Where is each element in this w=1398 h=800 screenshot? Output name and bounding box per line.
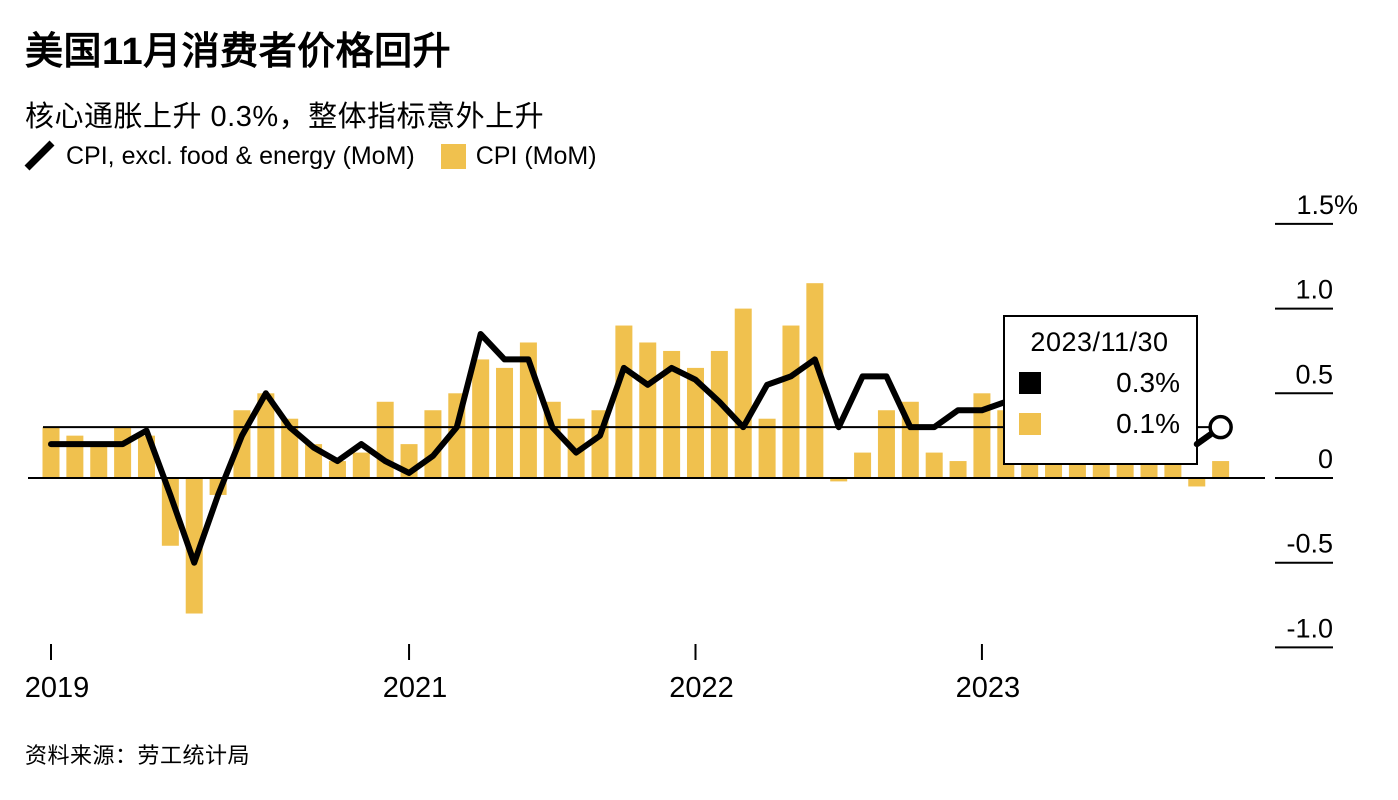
cpi-bar[interactable] <box>925 452 943 478</box>
cpi-bar[interactable] <box>877 410 895 478</box>
y-axis-label: -0.5 <box>1286 529 1333 559</box>
cpi-bar[interactable] <box>734 308 752 478</box>
line-series-icon <box>24 140 55 171</box>
legend-label-cpi: CPI (MoM) <box>475 141 597 170</box>
y-axis-label: 1.0 <box>1295 275 1333 305</box>
legend-label-core-cpi: CPI, excl. food & energy (MoM) <box>66 141 415 170</box>
cpi-bar[interactable] <box>663 350 681 478</box>
chart-header: 美国11月消费者价格回升 核心通胀上升 0.3%，整体指标意外上升 <box>25 0 544 135</box>
chart-legend: CPI, excl. food & energy (MoM) CPI (MoM) <box>24 140 597 172</box>
page-title: 美国11月消费者价格回升 <box>25 31 452 73</box>
bar-series-swatch-icon <box>440 143 466 169</box>
cpi-bar[interactable] <box>114 427 132 478</box>
source-note: 资料来源：劳工统计局 <box>25 743 251 768</box>
tooltip-bar-swatch-icon <box>1019 413 1041 435</box>
cpi-bar[interactable] <box>639 342 657 478</box>
cpi-bar[interactable] <box>686 367 704 478</box>
tooltip-date: 2023/11/30 <box>1030 327 1169 357</box>
legend-item-core-cpi: CPI, excl. food & energy (MoM) <box>24 140 415 172</box>
cpi-bar[interactable] <box>782 325 800 478</box>
cpi-bar[interactable] <box>973 393 991 478</box>
y-axis-label: 1.5% <box>1296 190 1358 220</box>
cpi-bar[interactable] <box>161 478 179 546</box>
tooltip-row-cpi: 0.1% <box>1019 408 1180 440</box>
y-axis-label: 0.5 <box>1295 359 1333 389</box>
cpi-bar[interactable] <box>90 444 108 478</box>
cpi-bar[interactable] <box>949 461 967 478</box>
cpi-bar[interactable] <box>1021 461 1039 478</box>
cpi-bar[interactable] <box>710 350 728 478</box>
cpi-bar[interactable] <box>830 478 848 482</box>
cpi-bar[interactable] <box>472 359 490 478</box>
tooltip-line-swatch-icon <box>1019 372 1041 394</box>
cpi-bar[interactable] <box>615 325 633 478</box>
cpi-bar[interactable] <box>758 418 776 478</box>
cpi-bar[interactable] <box>328 461 346 478</box>
cpi-bar[interactable] <box>854 452 872 478</box>
x-axis-label: 2021 <box>383 672 448 704</box>
chart-tooltip: 2023/11/30 0.3% 0.1% <box>1003 315 1198 465</box>
page-subtitle: 核心通胀上升 0.3%，整体指标意外上升 <box>25 101 545 133</box>
tooltip-row-core-cpi: 0.3% <box>1019 367 1180 399</box>
cpi-bar[interactable] <box>42 427 60 478</box>
cpi-bar[interactable] <box>806 283 824 478</box>
cpi-bar[interactable] <box>1212 461 1230 478</box>
x-axis-label: 2019 <box>25 672 90 704</box>
cpi-bar[interactable] <box>185 478 203 614</box>
cpi-bar[interactable] <box>257 393 275 478</box>
y-axis-label: -1.0 <box>1286 613 1333 643</box>
tooltip-cpi-value: 0.1% <box>1116 408 1180 439</box>
legend-item-cpi: CPI (MoM) <box>440 141 597 171</box>
x-axis-label: 2022 <box>669 672 734 704</box>
cpi-bar[interactable] <box>352 452 370 478</box>
tooltip-core-cpi-value: 0.3% <box>1116 367 1180 398</box>
cpi-bar[interactable] <box>1188 478 1206 487</box>
x-axis-label: 2023 <box>956 672 1021 704</box>
cpi-bar[interactable] <box>496 367 514 478</box>
y-axis-label: 0 <box>1318 444 1333 474</box>
